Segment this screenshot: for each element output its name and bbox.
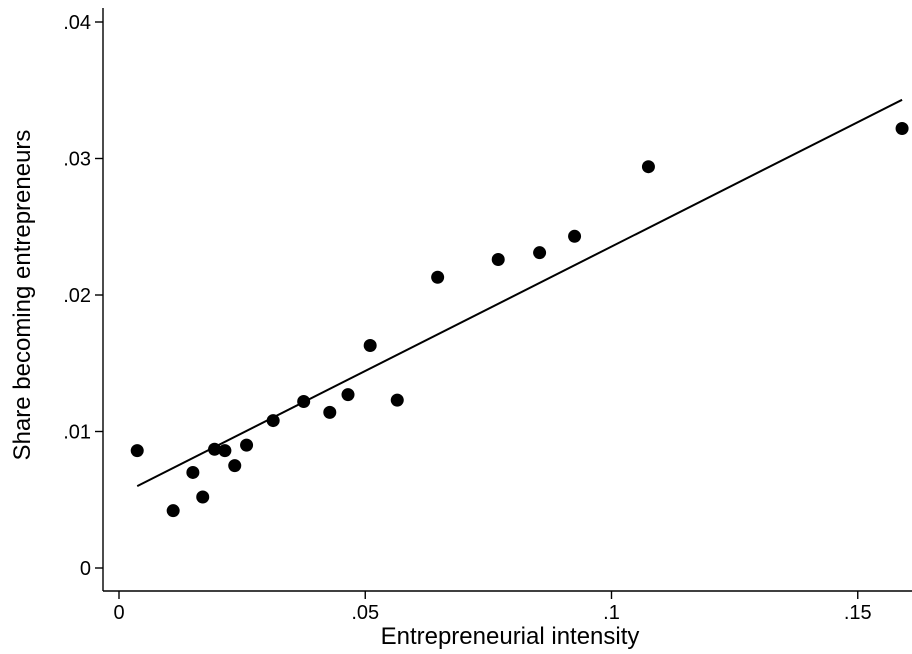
data-point <box>341 388 355 402</box>
data-point <box>228 459 242 473</box>
x-tick-label: 0 <box>113 602 124 624</box>
data-point <box>895 121 909 135</box>
data-point <box>323 405 337 419</box>
fit-line-layer <box>136 98 903 487</box>
data-point <box>196 490 210 504</box>
data-point <box>491 253 505 267</box>
data-point <box>363 339 377 353</box>
data-point <box>266 414 280 428</box>
fit-line <box>136 98 903 487</box>
y-tick-label: .01 <box>63 422 91 444</box>
x-tick-label: .05 <box>351 602 379 624</box>
axes: 0 .01 .02 .03 .04 0 .05 .1 .15 <box>63 8 912 624</box>
x-tick-label: .15 <box>844 602 872 624</box>
data-point <box>240 438 254 452</box>
y-tick-label: .02 <box>63 285 91 307</box>
x-tick-label: .1 <box>603 602 620 624</box>
data-point <box>208 442 222 456</box>
y-axis-title: Share becoming entrepreneurs <box>9 130 36 461</box>
data-point <box>297 394 311 408</box>
data-point <box>431 270 445 284</box>
scatter-points <box>130 121 909 518</box>
data-point <box>641 160 655 174</box>
y-tick-label: 0 <box>80 558 91 580</box>
x-axis-title: Entrepreneurial intensity <box>381 623 640 650</box>
data-point <box>218 444 232 458</box>
data-point <box>186 465 200 479</box>
data-point <box>130 444 144 458</box>
y-tick-label: .03 <box>63 149 91 171</box>
data-point <box>390 393 404 407</box>
data-point <box>568 229 582 243</box>
y-tick-label: .04 <box>63 12 91 34</box>
data-point <box>166 504 180 518</box>
data-point <box>533 246 547 260</box>
